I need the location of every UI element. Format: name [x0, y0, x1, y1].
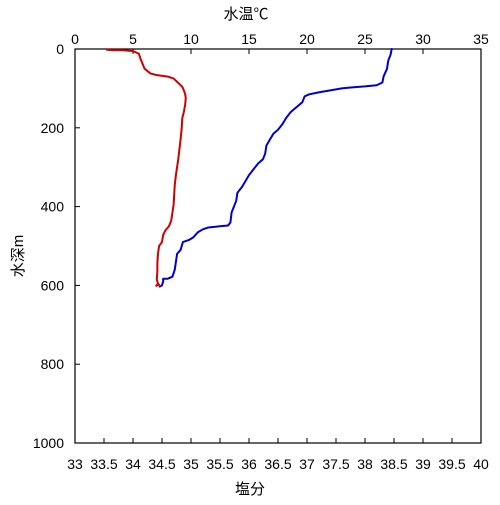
- x-bottom-tick-label: 33.5: [90, 456, 117, 472]
- y-tick-label: 400: [41, 199, 65, 215]
- temperature-profile-line: [158, 48, 393, 288]
- x-top-tick-label: 0: [71, 31, 79, 47]
- x-bottom-tick-label: 36.5: [264, 456, 291, 472]
- x-bottom-tick-label: 38.5: [380, 456, 407, 472]
- salinity-profile-line: [105, 48, 187, 287]
- x-bottom-axis-title: 塩分: [235, 481, 265, 498]
- x-bottom-tick-label: 36: [241, 456, 257, 472]
- y-tick-label: 0: [56, 41, 64, 57]
- x-bottom-tick-label: 40: [473, 456, 489, 472]
- x-top-tick-label: 30: [415, 31, 431, 47]
- y-axis-title: 水深m: [10, 235, 27, 278]
- plot-area-frame: [74, 48, 482, 444]
- y-tick-label: 600: [41, 277, 65, 293]
- x-bottom-tick-label: 39.5: [438, 456, 465, 472]
- x-bottom-tick-label: 38: [357, 456, 373, 472]
- x-bottom-tick-label: 33: [67, 456, 83, 472]
- y-tick-label: 800: [41, 356, 65, 372]
- x-top-axis-title: 水温℃: [223, 6, 268, 23]
- x-top-tick-label: 35: [473, 31, 489, 47]
- x-bottom-tick-label: 37.5: [322, 456, 349, 472]
- tick-layer: 0 5 10 15 20 25 30 35 33 33.5 34 34.5 35 35.5 36 36.5 37…: [33, 31, 489, 472]
- x-bottom-tick-label: 34: [125, 456, 141, 472]
- x-bottom-tick-label: 37: [299, 456, 315, 472]
- x-top-tick-label: 10: [183, 31, 199, 47]
- x-top-tick-label: 20: [299, 31, 315, 47]
- x-top-tick-label: 5: [129, 31, 137, 47]
- y-tick-label: 200: [41, 120, 65, 136]
- x-bottom-tick-label: 35.5: [206, 456, 233, 472]
- series-layer: [105, 48, 393, 288]
- x-bottom-tick-label: 39: [415, 456, 431, 472]
- x-bottom-tick-label: 34.5: [148, 456, 175, 472]
- x-bottom-tick-label: 35: [183, 456, 199, 472]
- x-top-tick-label: 15: [241, 31, 257, 47]
- y-tick-label: 1000: [33, 435, 64, 451]
- x-top-tick-label: 25: [357, 31, 373, 47]
